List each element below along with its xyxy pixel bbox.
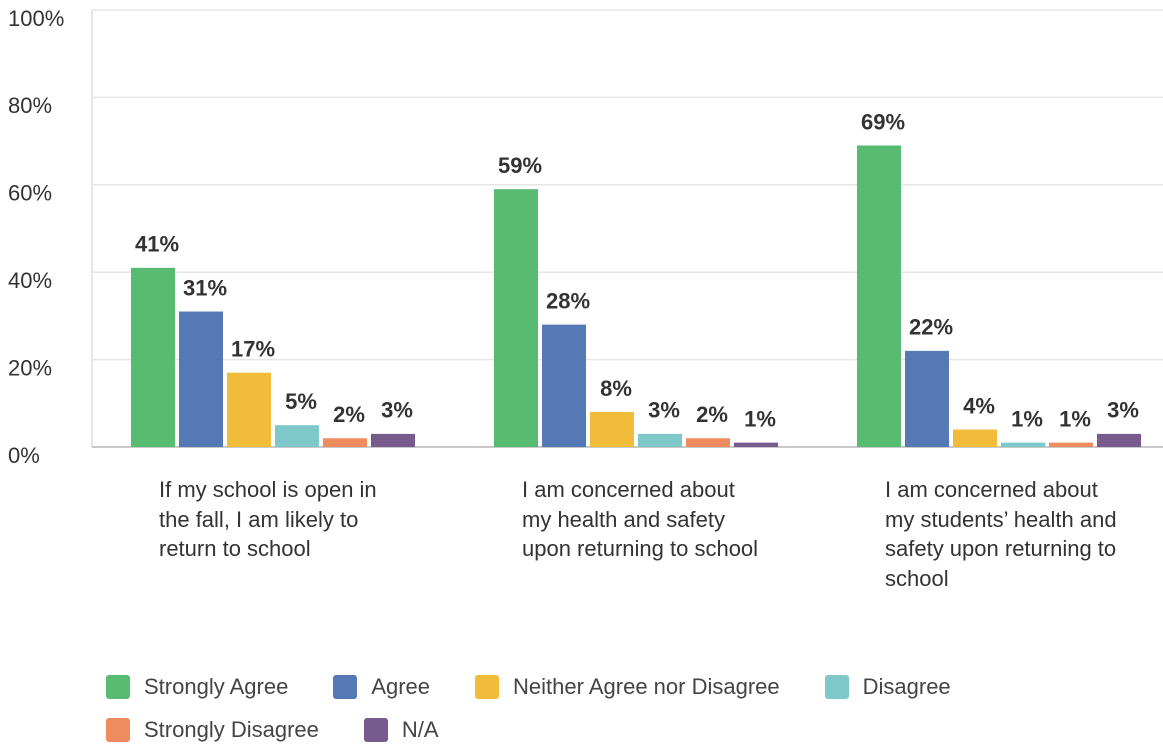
y-tick-label: 0% — [8, 443, 40, 468]
value-label: 59% — [498, 153, 542, 178]
plot: 0% 20% 40% 60% 80% 100% 41%31% 17% 5% 2% 3% 59% 28% 8… — [8, 6, 1163, 468]
x-tick-label: I am concerned about my students’ health… — [885, 477, 1117, 591]
bar — [131, 267, 175, 447]
bar — [179, 311, 223, 447]
legend-item: Disagree — [824, 672, 951, 702]
value-label: 3% — [648, 398, 680, 423]
legend-item: Strongly Agree — [106, 672, 288, 702]
value-label: 28% — [546, 288, 590, 313]
value-label: 1% — [1059, 406, 1091, 431]
legend-label: Agree — [371, 674, 431, 699]
value-label: 22% — [909, 315, 953, 340]
value-label: 2% — [696, 402, 728, 427]
value-label: 2% — [333, 402, 365, 427]
x-tick-label: If my school is open in the fall, I am l… — [159, 477, 377, 561]
y-tick-label: 20% — [8, 355, 52, 380]
legend-swatch — [824, 675, 849, 699]
bar — [953, 429, 997, 447]
bar — [857, 145, 901, 447]
bar — [542, 324, 586, 447]
value-label: 69% — [861, 109, 905, 134]
y-tick-label: 80% — [8, 93, 52, 118]
value-label: 31% — [183, 275, 227, 300]
bar — [1049, 442, 1093, 447]
legend-item: Strongly Disagree — [106, 715, 319, 745]
y-tick-label: 100% — [8, 6, 64, 31]
value-label: 1% — [744, 406, 776, 431]
bar — [494, 189, 538, 448]
value-label: 1% — [1011, 406, 1043, 431]
bar — [227, 372, 271, 447]
legend-swatch — [106, 675, 130, 699]
legend-item: Agree — [333, 672, 430, 702]
value-label: 17% — [231, 337, 275, 362]
value-label: 5% — [285, 389, 317, 414]
legend-label: Strongly Agree — [144, 674, 289, 699]
bar — [371, 433, 415, 447]
bar — [1097, 433, 1141, 447]
value-label: 3% — [1107, 398, 1139, 423]
legend-swatch — [363, 718, 388, 742]
legend-label: Disagree — [862, 674, 951, 699]
legend-label: Neither Agree nor Disagree — [513, 674, 780, 699]
bar — [590, 412, 634, 447]
bar — [734, 442, 778, 447]
bar — [1001, 442, 1045, 447]
value-label: 41% — [135, 232, 179, 257]
value-label: 8% — [600, 376, 632, 401]
legend-label: N/A — [401, 717, 439, 742]
bar — [275, 425, 319, 447]
legend-label: Strongly Disagree — [144, 717, 319, 742]
legend-item: N/A — [363, 715, 439, 745]
bar — [905, 350, 949, 447]
legend: Strongly Agree Agree Neither Agree nor Dis… — [106, 672, 1116, 745]
y-tick-label: 60% — [8, 181, 52, 206]
bar — [686, 438, 730, 447]
y-tick-label: 40% — [8, 268, 52, 293]
value-label: 4% — [963, 393, 995, 418]
value-label: 3% — [381, 398, 413, 423]
legend-item: Neither Agree nor Disagree — [475, 672, 780, 702]
legend-swatch — [106, 718, 130, 742]
x-tick-label: I am concerned about my health and safet… — [522, 477, 759, 561]
legend-swatch — [475, 675, 500, 699]
bar — [638, 433, 682, 447]
bar — [323, 438, 367, 447]
legend-swatch — [333, 675, 358, 699]
